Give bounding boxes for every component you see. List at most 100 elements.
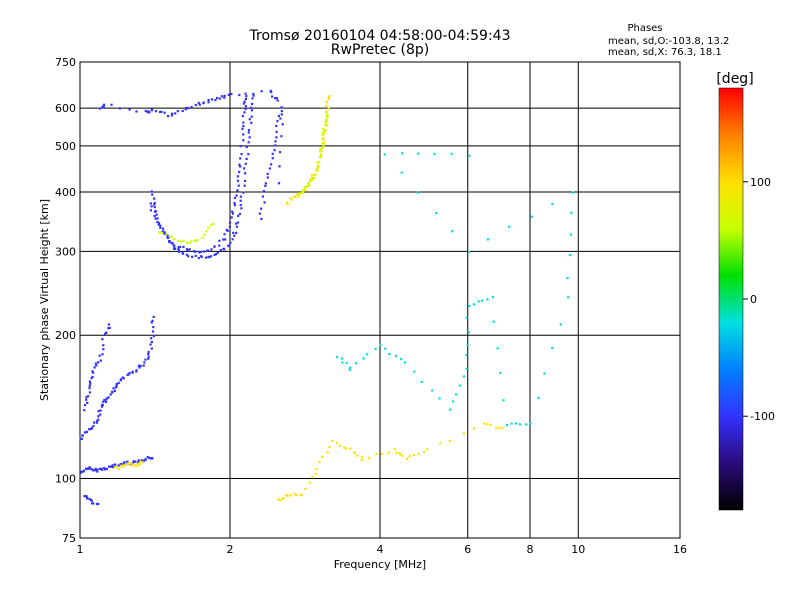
data-point — [280, 106, 283, 109]
data-point — [181, 251, 184, 254]
data-point — [190, 240, 193, 243]
data-point — [162, 227, 165, 230]
data-point — [213, 245, 216, 248]
data-point — [140, 459, 143, 462]
data-point — [314, 473, 317, 476]
data-points — [79, 89, 575, 506]
data-point — [244, 162, 247, 166]
data-point — [152, 334, 155, 338]
data-point — [207, 226, 210, 229]
data-point — [468, 154, 471, 157]
data-point — [153, 214, 156, 218]
data-point — [200, 255, 203, 258]
data-point — [278, 150, 282, 154]
data-point — [224, 238, 227, 241]
data-point — [368, 456, 371, 459]
data-point — [137, 462, 140, 465]
data-point — [235, 231, 238, 235]
data-point — [324, 118, 328, 121]
data-point — [243, 179, 247, 183]
data-point — [277, 498, 280, 501]
data-point — [139, 364, 142, 368]
data-point — [229, 241, 232, 244]
data-point — [111, 464, 114, 467]
data-point — [144, 358, 147, 361]
data-point — [327, 97, 330, 101]
data-point — [202, 250, 205, 253]
data-point — [323, 129, 326, 133]
data-point — [90, 499, 93, 502]
data-point — [100, 468, 104, 471]
data-point — [233, 201, 236, 205]
data-point — [451, 230, 454, 233]
data-point — [472, 303, 476, 306]
data-point — [180, 240, 183, 243]
data-point — [176, 110, 179, 113]
data-point — [169, 235, 172, 238]
data-point — [325, 101, 329, 104]
data-point — [107, 323, 110, 326]
data-point — [518, 423, 521, 426]
data-point — [508, 225, 511, 228]
data-point — [321, 137, 325, 140]
data-point — [362, 357, 365, 360]
data-point — [196, 238, 199, 242]
data-point — [514, 422, 518, 425]
colorbar-tick-label: 0 — [750, 293, 757, 306]
data-point — [143, 361, 146, 364]
data-point — [103, 332, 107, 336]
data-point — [413, 370, 416, 373]
data-point — [177, 246, 180, 249]
y-tick-label: 200 — [55, 329, 76, 342]
data-point — [486, 422, 489, 426]
data-point — [207, 98, 210, 102]
data-point — [310, 179, 314, 182]
data-point — [99, 413, 102, 416]
data-point — [242, 133, 245, 136]
data-point — [335, 355, 339, 359]
colorbar-ticks: 100 0 -100 — [743, 176, 775, 423]
data-point — [379, 343, 382, 346]
data-point — [249, 106, 253, 109]
data-point — [98, 467, 101, 471]
data-point — [198, 103, 201, 106]
data-point — [398, 451, 401, 455]
x-tick-label: 4 — [377, 543, 384, 556]
data-point — [102, 348, 105, 351]
data-point — [238, 170, 241, 174]
data-point — [97, 410, 100, 413]
data-point — [188, 242, 191, 245]
data-point — [97, 361, 100, 364]
data-point — [238, 212, 241, 216]
data-point — [81, 434, 84, 437]
data-point — [401, 454, 404, 457]
data-point — [131, 370, 134, 373]
data-point — [122, 464, 125, 467]
data-point — [290, 198, 293, 201]
y-tick-labels: 75 100 200 300 400 500 600 750 — [55, 56, 76, 545]
data-point — [187, 255, 190, 258]
data-point — [319, 147, 322, 150]
data-point — [412, 453, 416, 457]
data-point — [182, 239, 185, 242]
data-point — [233, 234, 236, 237]
data-point — [233, 204, 236, 207]
data-point — [243, 100, 246, 103]
data-point — [96, 468, 99, 471]
data-point — [327, 107, 330, 110]
data-point — [113, 389, 116, 393]
data-point — [486, 238, 490, 241]
data-point — [223, 233, 226, 236]
data-point — [433, 152, 436, 156]
data-point — [104, 400, 108, 403]
data-point — [341, 361, 344, 364]
data-point — [89, 382, 92, 385]
data-point — [176, 239, 180, 242]
data-point — [567, 296, 570, 299]
data-point — [146, 456, 149, 459]
data-point — [302, 189, 305, 192]
data-point — [551, 346, 554, 350]
data-point — [279, 117, 282, 120]
data-point — [197, 101, 200, 105]
stats-x: mean, sd,X: 76.3, 18.1 — [608, 47, 722, 58]
